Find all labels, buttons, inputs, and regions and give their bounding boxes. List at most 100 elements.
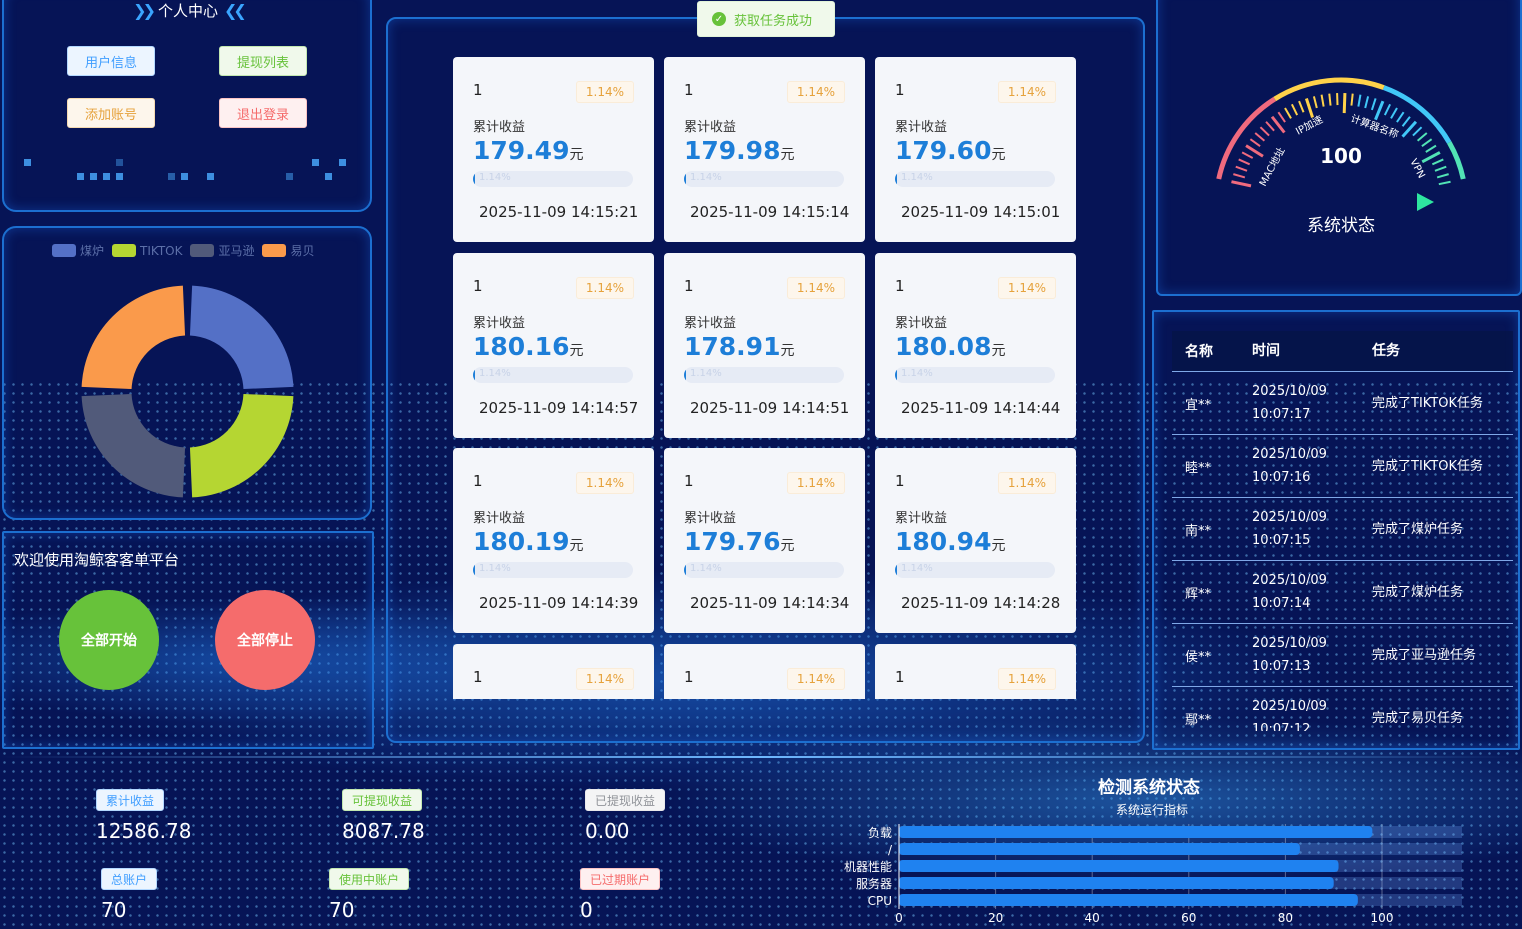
card-value: 179.98元: [684, 136, 795, 165]
card-number: 1: [895, 472, 905, 490]
task-card: 1 1.14% 累计收益 178.91元 1.14% 2025-11-09 14:14:5…: [664, 252, 865, 438]
withdraw-list-button[interactable]: 提现列表: [219, 46, 307, 76]
task-card: 1 1.14%: [875, 643, 1076, 699]
card-progress-text: 1.14%: [690, 563, 722, 574]
card-progress-text: 1.14%: [479, 367, 511, 379]
user-info-button[interactable]: 用户信息: [67, 46, 155, 76]
card-unit: 元: [991, 538, 1006, 554]
gauge-tick: [1390, 107, 1398, 119]
card-label: 累计收益: [895, 511, 948, 526]
table-row: 睦** 2025/10/09 10:07:16 完成了TIKTOK任务: [1172, 434, 1513, 497]
gauge-tick: [1249, 138, 1261, 148]
row-time: 2025/10/09 10:07:13: [1252, 636, 1327, 674]
active-accounts-value: 70: [329, 898, 355, 922]
gauge-tick: [1298, 100, 1305, 113]
card-percent-badge: 1.14%: [997, 276, 1056, 299]
gauge-title: 系统状态: [1307, 216, 1375, 236]
card-unit: 元: [780, 147, 795, 163]
card-unit: 元: [991, 147, 1006, 163]
personal-center-title: ❯❯ 个人中心 ❮❮: [133, 0, 247, 20]
row-name: 睦**: [1185, 460, 1212, 476]
row-task: 完成了煤炉任务: [1372, 521, 1464, 537]
gauge-pointer: [1417, 193, 1434, 211]
personal-center-panel: [2, 0, 372, 212]
table-row: 宜** 2025/10/09 10:07:17 完成了TIKTOK任务: [1172, 371, 1513, 434]
gauge-tick: [1265, 121, 1275, 132]
donut-slice-0: [189, 285, 294, 390]
task-card: 1 1.14% 累计收益 179.76元 1.14% 2025-11-09 14:14:3…: [664, 448, 865, 633]
card-percent-badge: 1.14%: [997, 667, 1056, 690]
card-timestamp: 2025-11-09 14:14:44: [901, 398, 1061, 417]
card-progress-bar: 1.14%: [895, 171, 1055, 187]
card-percent-badge: 1.14%: [575, 472, 634, 494]
gauge-tick: [1401, 116, 1411, 127]
gauge-tick: [1241, 151, 1254, 159]
table-row: 鄢** 2025/10/09 10:07:12 完成了易贝任务: [1172, 686, 1513, 731]
y-category-label: 负载: [868, 826, 892, 840]
card-unit: 元: [780, 538, 795, 554]
card-number: 1: [895, 667, 905, 686]
card-percent-badge: 1.14%: [786, 276, 845, 299]
stop-all-button[interactable]: 全部停止: [215, 590, 315, 690]
card-timestamp: 2025-11-09 14:15:21: [479, 203, 639, 221]
add-account-button[interactable]: 添加账号: [67, 98, 155, 128]
card-label: 累计收益: [684, 315, 737, 331]
x-tick-label: 60: [1181, 911, 1196, 925]
task-table: 名称 时间 任务 宜** 2025/10/09 10:07:17 完成了TIKTOK任…: [1172, 331, 1513, 731]
gauge-tick: [1364, 96, 1370, 109]
gauge-arc-2: [1382, 85, 1452, 144]
task-card: 1 1.14% 累计收益 179.98元 1.14% 2025-11-09 14:15:1…: [664, 57, 865, 242]
gauge-tick: [1270, 115, 1286, 134]
row-time: 2025/10/09 10:07:15: [1252, 510, 1327, 548]
card-progress-fill: [895, 562, 897, 578]
row-time: 2025/10/09 10:07:14: [1252, 573, 1327, 611]
total-income-tag: 累计收益: [96, 789, 165, 811]
card-label: 累计收益: [473, 315, 526, 331]
row-name: 南**: [1185, 523, 1212, 539]
legend-item: 易贝: [262, 242, 315, 259]
donut-slice-1: [189, 393, 294, 498]
card-progress-bar: 1.14%: [684, 366, 844, 383]
card-progress-text: 1.14%: [690, 172, 722, 183]
card-number: 1: [684, 472, 694, 490]
welcome-panel: [2, 531, 374, 749]
card-value: 179.76元: [684, 527, 795, 556]
header-time: 时间: [1252, 342, 1280, 359]
gauge-tick: [1342, 93, 1347, 114]
bar-2: [899, 860, 1339, 872]
card-number: 1: [684, 81, 694, 99]
table-row: 南** 2025/10/09 10:07:15 完成了煤炉任务: [1172, 497, 1513, 560]
task-table-panel: [1152, 310, 1520, 750]
chevron-left-icon: ❮❮: [224, 0, 247, 20]
card-timestamp: 2025-11-09 14:15:01: [901, 203, 1061, 221]
start-all-button[interactable]: 全部开始: [59, 590, 159, 690]
gauge-arc-1: [1273, 77, 1385, 102]
card-percent-badge: 1.14%: [786, 81, 845, 103]
card-progress-fill: [895, 171, 897, 187]
row-time: 2025/10/09 10:07:17: [1252, 384, 1327, 422]
logout-button[interactable]: 退出登录: [219, 98, 307, 128]
task-card: 1 1.14% 累计收益 180.94元 1.14% 2025-11-09 14:14:2…: [875, 448, 1076, 633]
card-value: 180.94元: [895, 527, 1006, 556]
card-percent-badge: 1.14%: [997, 81, 1056, 103]
task-card: 1 1.14% 累计收益 180.08元 1.14% 2025-11-09 14:14:4…: [875, 252, 1076, 438]
card-value: 179.60元: [895, 136, 1006, 165]
card-value: 180.16元: [473, 331, 584, 361]
card-number: 1: [473, 276, 483, 295]
card-percent-badge: 1.14%: [575, 81, 634, 103]
card-timestamp: 2025-11-09 14:14:57: [479, 398, 639, 417]
card-timestamp: 2025-11-09 14:14:28: [901, 594, 1061, 612]
withdrawable-value: 8087.78: [342, 819, 425, 843]
x-tick-label: 40: [1085, 911, 1100, 925]
gauge-tick: [1350, 93, 1354, 106]
card-progress-fill: [684, 366, 686, 383]
task-card: 1 1.14% 累计收益 180.16元 1.14% 2025-11-09 14:14:5…: [453, 252, 654, 438]
card-unit: 元: [569, 147, 584, 163]
gauge-tick: [1412, 126, 1423, 137]
gauge-tick: [1235, 165, 1248, 172]
gauge-tick: [1284, 107, 1292, 119]
gauge-tick: [1357, 94, 1362, 107]
row-name: 辉**: [1185, 586, 1212, 602]
row-task: 完成了TIKTOK任务: [1372, 458, 1483, 474]
card-timestamp: 2025-11-09 14:14:39: [479, 594, 639, 612]
